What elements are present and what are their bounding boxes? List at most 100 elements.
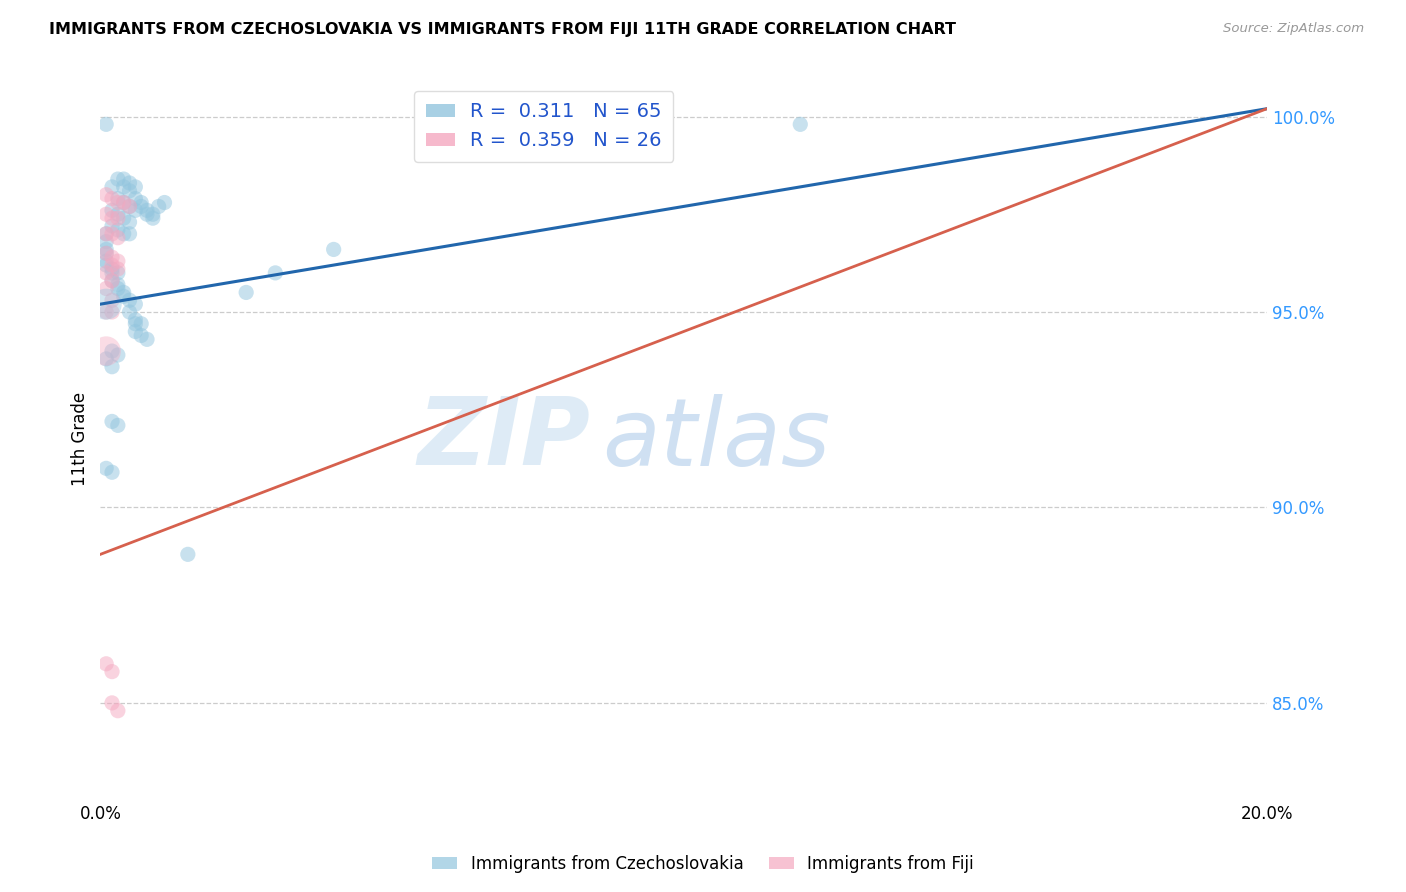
- Point: [96, 344, 118, 359]
- Point: [112, 172, 135, 186]
- Point: [101, 465, 124, 479]
- Point: [153, 195, 176, 210]
- Point: [107, 223, 129, 237]
- Point: [107, 195, 129, 210]
- Point: [129, 199, 152, 213]
- Point: [112, 227, 135, 241]
- Point: [96, 117, 118, 131]
- Point: [101, 344, 124, 359]
- Point: [101, 414, 124, 428]
- Point: [96, 657, 118, 671]
- Point: [136, 203, 159, 218]
- Point: [96, 235, 118, 249]
- Text: Source: ZipAtlas.com: Source: ZipAtlas.com: [1223, 22, 1364, 36]
- Point: [124, 180, 146, 194]
- Point: [107, 192, 129, 206]
- Point: [118, 215, 141, 229]
- Point: [101, 293, 124, 308]
- Point: [112, 180, 135, 194]
- Point: [96, 305, 118, 319]
- Legend: Immigrants from Czechoslovakia, Immigrants from Fiji: Immigrants from Czechoslovakia, Immigran…: [426, 848, 980, 880]
- Point: [96, 258, 118, 272]
- Point: [101, 262, 124, 277]
- Point: [101, 274, 124, 288]
- Point: [118, 227, 141, 241]
- Point: [96, 227, 118, 241]
- Point: [101, 665, 124, 679]
- Point: [124, 325, 146, 339]
- Point: [96, 351, 118, 366]
- Point: [96, 207, 118, 221]
- Text: IMMIGRANTS FROM CZECHOSLOVAKIA VS IMMIGRANTS FROM FIJI 11TH GRADE CORRELATION CH: IMMIGRANTS FROM CZECHOSLOVAKIA VS IMMIGR…: [49, 22, 956, 37]
- Point: [107, 172, 129, 186]
- Point: [107, 277, 129, 292]
- Point: [101, 211, 124, 226]
- Point: [107, 704, 129, 718]
- Point: [142, 211, 165, 226]
- Point: [96, 246, 118, 260]
- Point: [101, 192, 124, 206]
- Point: [96, 266, 118, 280]
- Legend: R =  0.311   N = 65, R =  0.359   N = 26: R = 0.311 N = 65, R = 0.359 N = 26: [413, 91, 673, 161]
- Point: [112, 805, 135, 820]
- Text: ZIP: ZIP: [418, 393, 591, 485]
- Point: [101, 266, 124, 280]
- Point: [124, 317, 146, 331]
- Point: [96, 227, 118, 241]
- Point: [101, 359, 124, 374]
- Point: [107, 254, 129, 268]
- Point: [96, 281, 118, 295]
- Point: [235, 285, 257, 300]
- Point: [101, 696, 124, 710]
- Point: [107, 207, 129, 221]
- Point: [124, 192, 146, 206]
- Point: [107, 418, 129, 433]
- Point: [101, 219, 124, 233]
- Point: [107, 262, 129, 277]
- Point: [101, 203, 124, 218]
- Point: [112, 211, 135, 226]
- Point: [107, 266, 129, 280]
- Point: [112, 285, 135, 300]
- Point: [112, 195, 135, 210]
- Point: [101, 250, 124, 264]
- Point: [124, 297, 146, 311]
- Point: [118, 199, 141, 213]
- Point: [96, 461, 118, 475]
- Point: [96, 243, 118, 257]
- Point: [124, 203, 146, 218]
- Point: [101, 258, 124, 272]
- Point: [112, 289, 135, 303]
- Point: [101, 227, 124, 241]
- Point: [129, 317, 152, 331]
- Point: [107, 281, 129, 295]
- Point: [136, 207, 159, 221]
- Point: [129, 328, 152, 343]
- Point: [142, 207, 165, 221]
- Point: [107, 230, 129, 244]
- Point: [264, 266, 287, 280]
- Point: [96, 254, 118, 268]
- Y-axis label: 11th Grade: 11th Grade: [72, 392, 89, 486]
- Point: [789, 117, 811, 131]
- Point: [118, 305, 141, 319]
- Point: [129, 195, 152, 210]
- Point: [96, 246, 118, 260]
- Point: [118, 199, 141, 213]
- Point: [148, 199, 170, 213]
- Point: [136, 332, 159, 346]
- Point: [101, 305, 124, 319]
- Point: [118, 176, 141, 190]
- Point: [107, 211, 129, 226]
- Point: [118, 184, 141, 198]
- Point: [101, 274, 124, 288]
- Point: [96, 187, 118, 202]
- Point: [112, 195, 135, 210]
- Point: [107, 348, 129, 362]
- Text: atlas: atlas: [602, 393, 830, 484]
- Point: [96, 297, 118, 311]
- Point: [322, 243, 344, 257]
- Point: [177, 547, 200, 561]
- Point: [124, 313, 146, 327]
- Point: [118, 293, 141, 308]
